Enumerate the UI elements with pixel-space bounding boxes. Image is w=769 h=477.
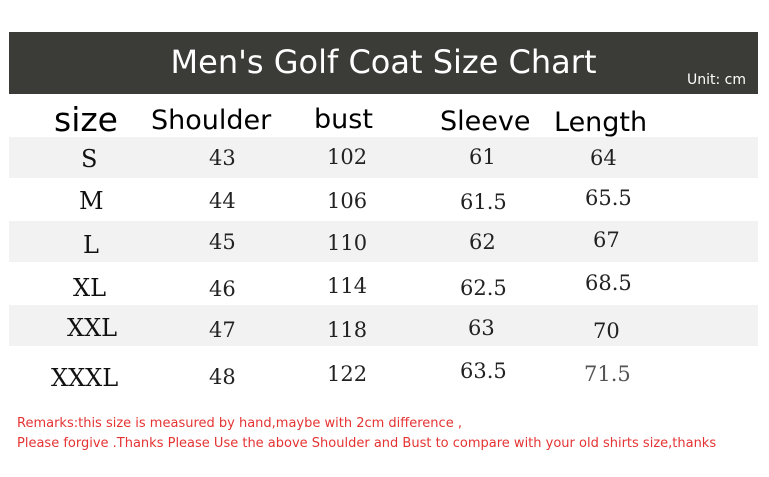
- bust-cell: 102: [327, 145, 368, 169]
- column-header-length: Length: [554, 107, 648, 138]
- remarks-line-2: Please forgive .Thanks Please Use the ab…: [17, 436, 717, 451]
- size-cell: M: [79, 187, 104, 215]
- page-title: Men's Golf Coat Size Chart: [170, 43, 597, 81]
- length-cell: 67: [593, 228, 620, 252]
- size-cell: S: [81, 145, 98, 173]
- length-cell: 71.5: [584, 362, 631, 386]
- title-banner: Men's Golf Coat Size Chart Unit: cm: [9, 32, 758, 94]
- shoulder-cell: 43: [209, 146, 236, 170]
- size-cell: XXL: [67, 314, 118, 342]
- row-stripe: [9, 305, 758, 346]
- bust-cell: 110: [327, 231, 368, 255]
- bust-cell: 118: [327, 318, 368, 342]
- shoulder-cell: 46: [209, 277, 236, 301]
- sleeve-cell: 61.5: [460, 190, 507, 214]
- sleeve-cell: 61: [469, 145, 496, 169]
- size-cell: XXXL: [51, 364, 119, 392]
- length-cell: 64: [590, 146, 617, 170]
- unit-label: Unit: cm: [686, 72, 746, 88]
- column-header-sleeve: Sleeve: [440, 106, 531, 137]
- shoulder-cell: 48: [209, 365, 236, 389]
- length-cell: 70: [593, 319, 620, 343]
- sleeve-cell: 63.5: [460, 359, 507, 383]
- bust-cell: 106: [327, 189, 368, 213]
- sleeve-cell: 62: [469, 230, 496, 254]
- bust-cell: 122: [327, 362, 368, 386]
- row-stripe: [9, 221, 758, 262]
- length-cell: 65.5: [585, 186, 632, 210]
- column-header-size: size: [54, 100, 118, 139]
- column-header-bust: bust: [314, 104, 373, 135]
- remarks-line-1: Remarks:this size is measured by hand,ma…: [17, 416, 462, 431]
- row-stripe: [9, 137, 758, 178]
- length-cell: 68.5: [585, 271, 632, 295]
- column-header-shoulder: Shoulder: [151, 105, 272, 136]
- size-cell: L: [83, 231, 99, 259]
- shoulder-cell: 44: [209, 189, 236, 213]
- sleeve-cell: 63: [468, 316, 495, 340]
- sleeve-cell: 62.5: [460, 276, 507, 300]
- bust-cell: 114: [327, 274, 368, 298]
- shoulder-cell: 47: [209, 318, 236, 342]
- shoulder-cell: 45: [209, 230, 236, 254]
- size-cell: XL: [73, 274, 107, 302]
